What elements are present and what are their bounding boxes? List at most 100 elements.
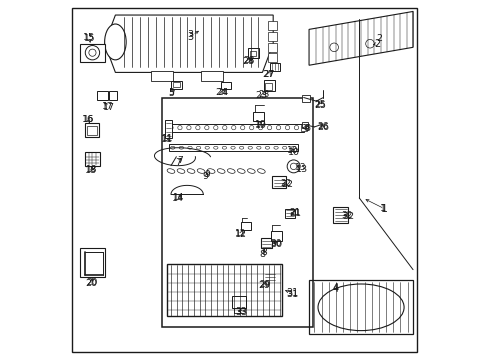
Text: 12: 12 <box>235 229 246 238</box>
Text: 6: 6 <box>304 123 309 132</box>
Text: 19: 19 <box>254 121 266 130</box>
Text: 8: 8 <box>261 248 266 257</box>
Bar <box>109 91 117 100</box>
Circle shape <box>186 126 191 130</box>
Text: 2: 2 <box>375 34 381 43</box>
Ellipse shape <box>104 24 126 60</box>
Ellipse shape <box>282 146 286 149</box>
Text: 24: 24 <box>217 87 228 96</box>
Text: 20: 20 <box>86 278 98 287</box>
Text: 22: 22 <box>280 180 292 189</box>
Text: 13: 13 <box>295 165 307 174</box>
Polygon shape <box>80 44 104 62</box>
Text: 11: 11 <box>161 135 173 144</box>
Text: 8: 8 <box>259 250 265 259</box>
Circle shape <box>329 43 338 51</box>
Bar <box>249 50 255 56</box>
Circle shape <box>240 126 244 130</box>
Bar <box>169 144 298 151</box>
Circle shape <box>168 126 173 130</box>
Text: 3: 3 <box>187 30 193 39</box>
Text: 25: 25 <box>313 100 325 109</box>
Circle shape <box>276 126 280 130</box>
Text: 32: 32 <box>341 211 352 220</box>
Polygon shape <box>308 280 412 334</box>
Bar <box>264 80 274 91</box>
Ellipse shape <box>247 146 252 149</box>
Bar <box>267 53 276 62</box>
Text: 4: 4 <box>332 283 338 292</box>
Bar <box>171 81 182 89</box>
Bar <box>253 112 264 121</box>
Bar <box>172 82 180 87</box>
Ellipse shape <box>213 146 218 149</box>
Text: 27: 27 <box>263 70 274 79</box>
Bar <box>231 296 245 308</box>
Bar <box>272 176 285 188</box>
Ellipse shape <box>179 146 183 149</box>
Circle shape <box>195 126 200 130</box>
Circle shape <box>222 126 226 130</box>
Text: 26: 26 <box>317 123 329 132</box>
Circle shape <box>178 126 182 130</box>
Text: 15: 15 <box>83 34 95 43</box>
Bar <box>333 207 347 223</box>
Text: 27: 27 <box>262 71 274 80</box>
Text: 29: 29 <box>259 280 270 289</box>
Ellipse shape <box>187 169 195 174</box>
Text: 9: 9 <box>203 172 208 181</box>
Text: 32: 32 <box>342 212 354 221</box>
Text: 33: 33 <box>234 308 246 317</box>
Ellipse shape <box>170 146 175 149</box>
Bar <box>271 231 282 241</box>
Text: 19: 19 <box>254 120 266 129</box>
Text: 26: 26 <box>316 122 328 131</box>
Text: 10: 10 <box>286 146 298 155</box>
Text: 24: 24 <box>215 88 227 97</box>
Text: 6: 6 <box>303 123 308 132</box>
Text: 29: 29 <box>258 281 270 290</box>
Ellipse shape <box>237 169 244 174</box>
Ellipse shape <box>247 169 255 174</box>
Polygon shape <box>308 12 412 65</box>
Ellipse shape <box>217 169 224 174</box>
Ellipse shape <box>196 146 201 149</box>
Text: 5: 5 <box>168 89 174 98</box>
Ellipse shape <box>187 146 192 149</box>
Circle shape <box>258 126 262 130</box>
Bar <box>265 83 271 90</box>
Circle shape <box>85 45 100 60</box>
Text: 10: 10 <box>287 148 299 157</box>
Circle shape <box>231 126 235 130</box>
Circle shape <box>294 126 298 130</box>
Bar <box>201 71 223 81</box>
Text: 18: 18 <box>86 166 98 175</box>
Text: 28: 28 <box>243 57 254 66</box>
Ellipse shape <box>273 146 278 149</box>
Text: 4: 4 <box>332 284 338 294</box>
Bar <box>86 126 97 135</box>
Text: 1: 1 <box>379 204 385 213</box>
Ellipse shape <box>177 169 184 174</box>
Text: 7: 7 <box>177 156 183 165</box>
Ellipse shape <box>227 169 235 174</box>
Bar <box>241 222 250 230</box>
Text: 16: 16 <box>82 115 94 124</box>
Bar <box>167 264 282 316</box>
Bar <box>162 98 312 327</box>
Circle shape <box>204 126 208 130</box>
Ellipse shape <box>197 169 204 174</box>
Ellipse shape <box>222 146 226 149</box>
Text: 12: 12 <box>234 230 246 239</box>
Text: 33: 33 <box>235 307 246 316</box>
Circle shape <box>286 160 300 173</box>
Ellipse shape <box>256 146 261 149</box>
Bar <box>85 123 99 137</box>
Text: 1: 1 <box>380 204 387 214</box>
Circle shape <box>213 126 218 130</box>
Text: 3: 3 <box>187 32 193 41</box>
Bar <box>267 32 276 41</box>
Bar <box>260 238 271 248</box>
Text: 28: 28 <box>242 57 254 66</box>
Bar <box>284 209 295 218</box>
